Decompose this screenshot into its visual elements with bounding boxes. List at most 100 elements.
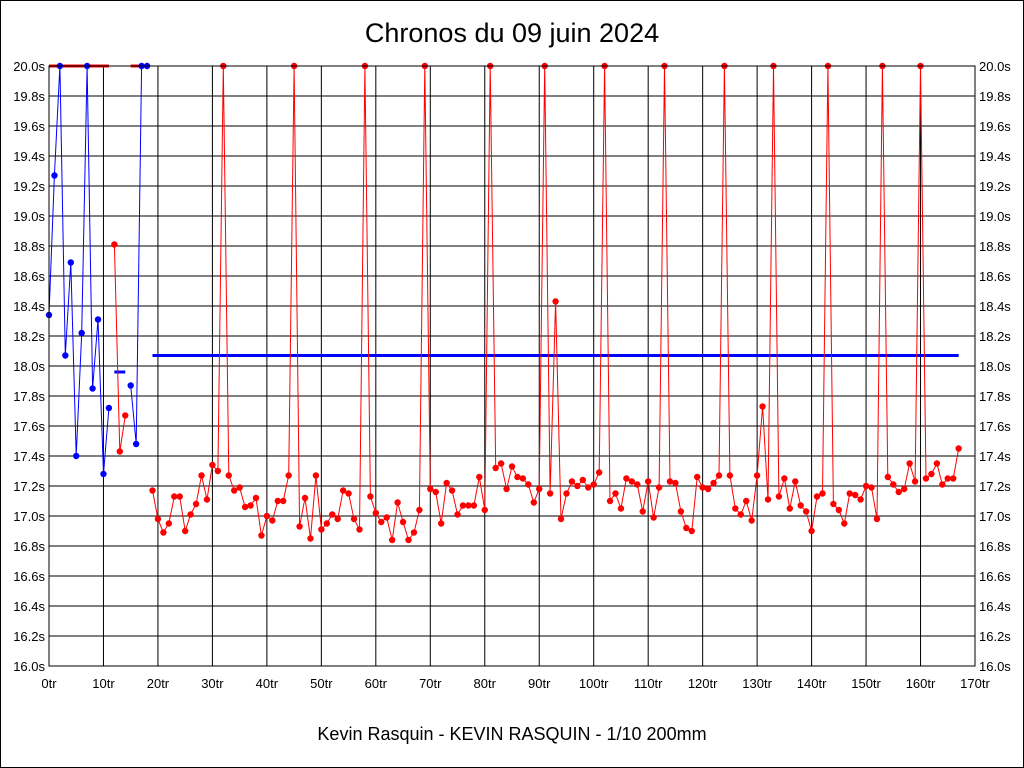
data-point bbox=[546, 490, 554, 497]
y-tick-label-right: 20.0s bbox=[979, 59, 1011, 74]
y-tick-label-right: 16.2s bbox=[979, 629, 1011, 644]
data-point bbox=[519, 475, 527, 482]
data-point bbox=[481, 506, 488, 514]
data-point bbox=[830, 500, 837, 508]
data-point bbox=[378, 518, 385, 526]
data-point bbox=[797, 502, 804, 509]
data-point bbox=[536, 485, 543, 493]
data-point bbox=[225, 472, 232, 479]
series-line-blue-a bbox=[48, 65, 110, 475]
y-tick-label-left: 17.4s bbox=[13, 449, 45, 464]
data-point bbox=[634, 481, 641, 488]
y-tick-label-right: 16.0s bbox=[979, 659, 1011, 674]
y-tick-label-left: 18.6s bbox=[13, 269, 45, 284]
data-point bbox=[552, 298, 559, 305]
data-point bbox=[236, 484, 243, 491]
data-point bbox=[579, 476, 587, 484]
data-point bbox=[781, 475, 788, 482]
data-point bbox=[710, 479, 717, 487]
data-point bbox=[884, 473, 892, 481]
y-tick-label-left: 18.4s bbox=[13, 299, 45, 314]
data-point bbox=[514, 473, 521, 481]
data-point bbox=[388, 536, 396, 544]
x-tick-label: 110tr bbox=[634, 676, 663, 691]
data-point bbox=[307, 535, 314, 542]
data-point bbox=[280, 497, 287, 505]
data-point bbox=[628, 478, 636, 485]
data-point bbox=[639, 508, 646, 515]
y-tick-label-left: 20.0s bbox=[13, 59, 45, 74]
x-tick-label: 160tr bbox=[906, 676, 936, 691]
data-point bbox=[585, 484, 592, 491]
data-point bbox=[590, 481, 597, 488]
data-point bbox=[94, 316, 102, 323]
data-point bbox=[557, 515, 565, 523]
data-point bbox=[465, 502, 472, 509]
data-point bbox=[67, 259, 74, 266]
data-point bbox=[606, 497, 614, 505]
data-point bbox=[132, 440, 140, 448]
data-point bbox=[677, 508, 685, 515]
data-point bbox=[296, 523, 303, 530]
data-point bbox=[432, 488, 439, 496]
data-point bbox=[525, 481, 532, 488]
data-point bbox=[187, 511, 194, 518]
data-point bbox=[285, 472, 292, 479]
data-point bbox=[683, 524, 690, 532]
data-point bbox=[895, 488, 902, 496]
data-point bbox=[775, 493, 783, 500]
data-point bbox=[318, 526, 325, 533]
x-tick-label: 60tr bbox=[365, 676, 388, 691]
data-point bbox=[116, 448, 124, 455]
data-point bbox=[819, 490, 826, 497]
data-point bbox=[301, 494, 309, 502]
data-point bbox=[704, 485, 712, 493]
data-point bbox=[247, 502, 254, 509]
chart-title: Chronos du 09 juin 2024 bbox=[364, 18, 660, 48]
data-point bbox=[372, 509, 380, 517]
y-tick-label-right: 17.2s bbox=[979, 479, 1011, 494]
y-tick-label-right: 17.6s bbox=[979, 419, 1011, 434]
x-tick-label: 100tr bbox=[579, 676, 609, 691]
data-point bbox=[612, 490, 619, 497]
data-point bbox=[241, 503, 249, 511]
y-tick-label-left: 16.2s bbox=[13, 629, 45, 644]
data-point bbox=[933, 460, 941, 467]
y-tick-label-left: 19.0s bbox=[13, 209, 45, 224]
data-point bbox=[323, 520, 330, 527]
data-point bbox=[851, 491, 859, 499]
data-point bbox=[900, 485, 908, 493]
data-point bbox=[955, 445, 962, 452]
y-tick-label-left: 17.8s bbox=[13, 389, 45, 404]
data-point bbox=[841, 520, 848, 527]
data-point bbox=[454, 511, 461, 518]
data-point bbox=[743, 497, 750, 505]
data-point bbox=[329, 511, 336, 518]
data-point bbox=[617, 505, 625, 512]
data-point bbox=[73, 452, 80, 460]
data-point bbox=[334, 515, 341, 523]
data-point bbox=[802, 508, 810, 515]
y-tick-label-right: 16.4s bbox=[979, 599, 1011, 614]
data-point bbox=[209, 461, 216, 469]
data-point bbox=[274, 497, 281, 505]
data-point bbox=[644, 478, 652, 485]
data-point bbox=[181, 527, 189, 535]
x-tick-label: 140tr bbox=[797, 676, 827, 691]
data-point bbox=[857, 496, 864, 503]
data-point bbox=[732, 505, 739, 512]
data-point bbox=[263, 512, 271, 520]
data-point bbox=[149, 487, 156, 494]
data-point bbox=[792, 478, 799, 485]
data-point bbox=[890, 481, 897, 488]
data-point bbox=[367, 493, 374, 500]
y-tick-label-right: 19.0s bbox=[979, 209, 1011, 224]
data-point bbox=[699, 484, 706, 491]
data-point bbox=[111, 241, 118, 248]
data-point bbox=[89, 385, 96, 392]
y-tick-label-left: 18.0s bbox=[13, 359, 45, 374]
data-point bbox=[154, 515, 162, 523]
data-point bbox=[623, 475, 630, 482]
data-point bbox=[672, 479, 679, 487]
data-point bbox=[448, 487, 456, 494]
